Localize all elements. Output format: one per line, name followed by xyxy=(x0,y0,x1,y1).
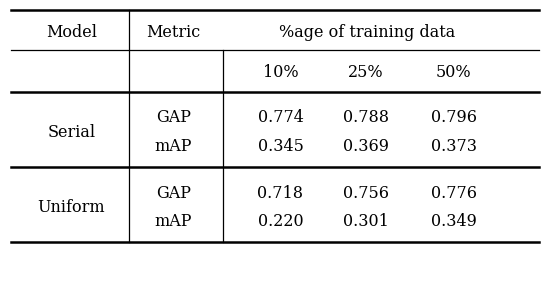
Text: 0.349: 0.349 xyxy=(431,213,477,230)
Text: Uniform: Uniform xyxy=(38,199,105,216)
Text: GAP: GAP xyxy=(156,109,191,126)
Text: 0.776: 0.776 xyxy=(431,184,477,202)
Text: 0.756: 0.756 xyxy=(343,184,389,202)
Text: 0.369: 0.369 xyxy=(343,138,389,155)
Text: %age of training data: %age of training data xyxy=(279,24,455,41)
Text: 0.345: 0.345 xyxy=(257,138,304,155)
Text: 10%: 10% xyxy=(263,63,298,81)
Text: 0.796: 0.796 xyxy=(431,109,477,126)
Text: Model: Model xyxy=(46,24,97,41)
Text: 0.718: 0.718 xyxy=(257,184,304,202)
Text: GAP: GAP xyxy=(156,184,191,202)
Text: 25%: 25% xyxy=(348,63,383,81)
Text: mAP: mAP xyxy=(155,138,192,155)
Text: 50%: 50% xyxy=(436,63,471,81)
Text: 0.788: 0.788 xyxy=(343,109,389,126)
Text: 0.301: 0.301 xyxy=(343,213,389,230)
Text: 0.220: 0.220 xyxy=(258,213,303,230)
Text: 0.373: 0.373 xyxy=(431,138,477,155)
Text: 0.774: 0.774 xyxy=(257,109,304,126)
Text: Serial: Serial xyxy=(47,124,96,141)
Text: Metric: Metric xyxy=(146,24,200,41)
Text: mAP: mAP xyxy=(155,213,192,230)
